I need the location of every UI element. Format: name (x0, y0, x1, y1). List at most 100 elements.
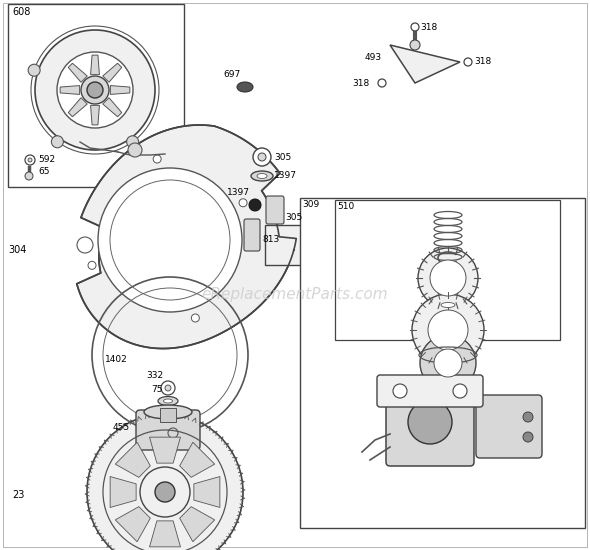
Circle shape (412, 294, 484, 366)
FancyBboxPatch shape (244, 219, 260, 251)
Circle shape (51, 136, 63, 148)
Circle shape (410, 40, 420, 50)
Circle shape (378, 79, 386, 87)
Text: 65: 65 (38, 168, 50, 177)
Circle shape (258, 153, 266, 161)
FancyBboxPatch shape (377, 375, 483, 407)
Circle shape (165, 385, 171, 391)
Circle shape (249, 199, 261, 211)
Circle shape (153, 155, 161, 163)
Text: 304: 304 (8, 245, 27, 255)
Circle shape (408, 400, 452, 444)
Text: 697: 697 (224, 70, 241, 79)
Circle shape (434, 349, 462, 377)
Bar (265, 225, 305, 265)
Bar (300, 198, 585, 528)
Text: 455: 455 (113, 424, 130, 432)
Circle shape (81, 76, 109, 104)
Polygon shape (91, 106, 100, 125)
Polygon shape (103, 98, 122, 117)
Bar (8, 4, 184, 187)
Ellipse shape (163, 399, 172, 403)
Ellipse shape (144, 405, 192, 419)
Text: 1397: 1397 (227, 188, 250, 197)
Polygon shape (110, 476, 136, 508)
Circle shape (77, 237, 93, 253)
Circle shape (239, 199, 247, 207)
Circle shape (420, 335, 476, 391)
Polygon shape (115, 507, 150, 542)
Text: 332: 332 (146, 371, 163, 380)
Circle shape (128, 143, 142, 157)
FancyBboxPatch shape (476, 395, 542, 458)
Circle shape (35, 30, 155, 150)
Polygon shape (180, 442, 215, 477)
Text: 493: 493 (365, 52, 382, 62)
Text: 305: 305 (274, 152, 291, 162)
Circle shape (28, 64, 40, 76)
Circle shape (57, 52, 133, 128)
Text: 1402: 1402 (105, 355, 128, 365)
Ellipse shape (441, 302, 455, 307)
Ellipse shape (237, 82, 253, 92)
FancyBboxPatch shape (136, 410, 200, 450)
Circle shape (87, 414, 243, 550)
Polygon shape (110, 86, 130, 95)
Circle shape (393, 384, 407, 398)
Circle shape (25, 172, 33, 180)
Circle shape (140, 467, 190, 517)
Circle shape (428, 310, 468, 350)
Text: 318: 318 (353, 79, 370, 87)
Circle shape (464, 58, 472, 66)
Text: 309: 309 (302, 200, 319, 209)
Text: 1397: 1397 (274, 172, 297, 180)
Circle shape (392, 384, 468, 460)
Text: 813: 813 (262, 235, 279, 245)
Polygon shape (115, 442, 150, 477)
Polygon shape (194, 476, 220, 508)
Circle shape (418, 248, 478, 308)
Text: eReplacementParts.com: eReplacementParts.com (202, 288, 388, 303)
Text: 318: 318 (420, 23, 437, 31)
Ellipse shape (432, 299, 464, 311)
Polygon shape (149, 437, 181, 463)
Circle shape (155, 482, 175, 502)
Polygon shape (68, 63, 87, 82)
FancyBboxPatch shape (386, 398, 474, 466)
Circle shape (191, 314, 199, 322)
Ellipse shape (158, 397, 178, 405)
Polygon shape (180, 507, 215, 542)
Polygon shape (149, 521, 181, 547)
Ellipse shape (257, 173, 267, 179)
Text: 510: 510 (337, 202, 354, 211)
Circle shape (127, 136, 139, 148)
Circle shape (411, 23, 419, 31)
Text: 23: 23 (12, 490, 24, 500)
Circle shape (28, 158, 32, 162)
Ellipse shape (251, 171, 273, 181)
Circle shape (430, 260, 466, 296)
Circle shape (253, 148, 271, 166)
Polygon shape (68, 98, 87, 117)
Polygon shape (91, 55, 100, 75)
Text: 608: 608 (12, 7, 30, 17)
Circle shape (453, 384, 467, 398)
Text: 592: 592 (38, 156, 55, 164)
Circle shape (161, 381, 175, 395)
Circle shape (523, 412, 533, 422)
Circle shape (88, 261, 96, 270)
Polygon shape (103, 63, 122, 82)
Text: 305: 305 (285, 213, 302, 223)
Circle shape (87, 82, 103, 98)
FancyBboxPatch shape (266, 196, 284, 224)
Circle shape (523, 432, 533, 442)
Circle shape (25, 155, 35, 165)
Text: 75: 75 (152, 385, 163, 394)
Polygon shape (60, 86, 80, 95)
Polygon shape (77, 125, 296, 349)
Circle shape (98, 168, 242, 312)
Bar (335, 200, 560, 340)
Bar (160, 408, 176, 422)
Polygon shape (390, 45, 460, 83)
Text: 318: 318 (474, 58, 491, 67)
